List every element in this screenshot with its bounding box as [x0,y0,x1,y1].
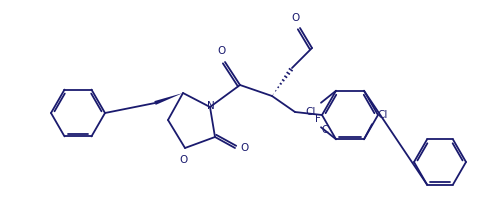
Text: C: C [321,125,328,135]
Text: Cl: Cl [306,107,316,117]
Text: Cl: Cl [377,110,387,120]
Text: N: N [207,101,215,111]
Text: O: O [217,46,225,56]
Text: O: O [180,155,188,165]
Text: O: O [292,13,300,23]
Text: O: O [240,143,248,153]
Text: F: F [315,114,321,124]
Polygon shape [154,93,183,105]
